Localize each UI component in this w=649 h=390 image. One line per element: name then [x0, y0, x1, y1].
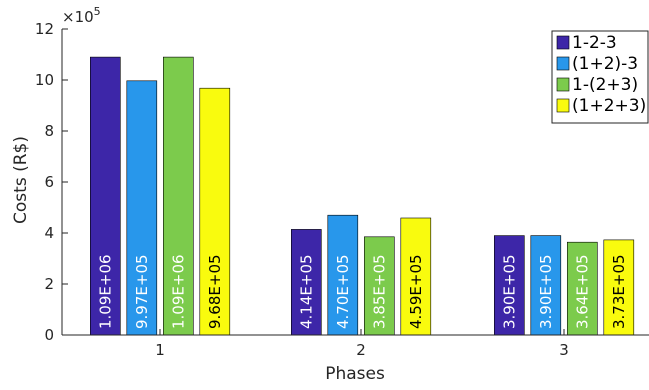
- y-tick-label: 4: [44, 224, 54, 242]
- x-tick-label: 1: [155, 341, 165, 359]
- x-tick-label: 3: [559, 341, 569, 359]
- bar-value-label: 4.59E+05: [407, 254, 425, 329]
- bar-value-label: 1.09E+06: [169, 254, 187, 329]
- bar: [199, 87, 231, 336]
- bar-value-label: 3.73E+05: [610, 254, 628, 329]
- bar-value-label: 3.64E+05: [573, 254, 591, 329]
- bar: [327, 214, 359, 336]
- y-tick-label: 0: [44, 326, 54, 344]
- y-tick-label: 10: [35, 71, 54, 89]
- bar: [530, 235, 562, 336]
- y-tick-label: 12: [35, 20, 54, 38]
- x-axis-title: Phases: [325, 364, 385, 384]
- legend-swatch: [556, 77, 570, 92]
- legend-swatch: [556, 98, 570, 113]
- legend-item-label: 1-2-3: [572, 33, 617, 53]
- x-tick-label: 2: [356, 341, 366, 359]
- bars-layer: 1.09E+06 4.14E+05 3.90E+05 9.97E+05 4.70E+05…: [90, 56, 635, 336]
- y-tick-label: 8: [44, 122, 54, 140]
- bar: [493, 235, 525, 336]
- y-scale-multiplier: ×105: [62, 5, 101, 26]
- bar: [90, 56, 121, 336]
- legend-item-label: 1-(2+3): [572, 75, 638, 95]
- legend-swatch: [556, 35, 570, 50]
- y-tick-label: 6: [44, 173, 54, 191]
- bar: [163, 56, 194, 336]
- bar: [363, 236, 395, 336]
- bar-value-label: 9.68E+05: [206, 254, 224, 329]
- bar-value-label: 3.90E+05: [537, 254, 555, 329]
- bar: [566, 241, 598, 336]
- y-tick-label: 2: [44, 275, 54, 293]
- bar-value-label: 4.70E+05: [334, 254, 352, 329]
- legend-swatch: [556, 56, 570, 71]
- bar-value-label: 1.09E+06: [96, 254, 114, 329]
- legend: 1-2-3(1+2)-31-(2+3)(1+2+3): [551, 30, 649, 124]
- bar: [126, 80, 158, 336]
- bar-value-label: 4.14E+05: [297, 254, 315, 329]
- y-axis-title: Costs (R$): [11, 136, 31, 224]
- bar-value-label: 3.90E+05: [500, 254, 518, 329]
- bar-value-label: 3.85E+05: [370, 254, 388, 329]
- bar-value-label: 9.97E+05: [133, 254, 151, 329]
- legend-item-label: (1+2+3): [572, 96, 646, 116]
- legend-item-label: (1+2)-3: [572, 54, 638, 74]
